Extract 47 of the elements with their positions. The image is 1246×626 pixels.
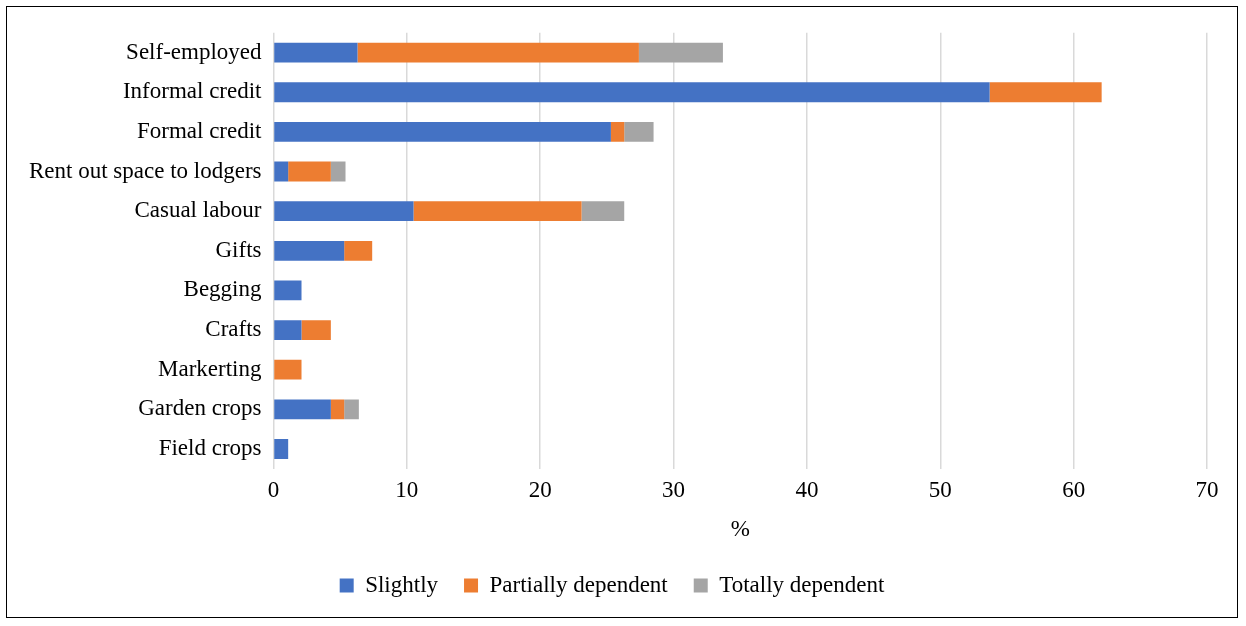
bar [330,399,345,420]
x-tick-label: 60 [1062,476,1086,502]
y-tick-label: Rent out space to lodgers [28,157,262,183]
bar [581,201,625,222]
y-tick-label: Crafts [205,316,262,342]
y-tick-label: Garden crops [138,395,262,421]
y-tick-label: Formal credit [136,117,263,143]
bar [344,240,373,261]
y-tick-label: Markerting [158,355,262,381]
bar [638,42,723,63]
bar [274,280,302,301]
x-tick-label: 20 [528,476,552,502]
x-tick-label: 0 [267,476,280,502]
x-tick-label: 50 [928,476,952,502]
x-axis-title: % [730,516,750,542]
y-tick-label: Gifts [215,236,262,262]
bar [413,201,582,222]
y-tick-label: Self-employed [126,38,262,64]
bar [274,399,331,420]
x-tick-label: 70 [1195,476,1219,502]
bar [330,161,346,182]
bar [357,42,639,63]
bar [274,42,358,63]
x-tick-label: 10 [395,476,419,502]
bar [344,399,359,420]
x-tick-label: 30 [662,476,686,502]
bar [274,161,289,182]
bar [274,439,289,459]
legend-label: Totally dependent [719,571,885,597]
bar [624,121,654,142]
bar [274,121,611,142]
bar [301,320,331,340]
bar [288,161,331,182]
bar [274,359,302,380]
bar [274,201,414,222]
bar [989,82,1102,103]
bar [610,121,625,142]
legend-label: Slightly [365,571,439,597]
legend-label: Partially dependent [489,571,669,597]
bar [274,240,345,261]
y-tick-label: Begging [183,276,262,302]
y-tick-label: Informal credit [122,78,263,104]
x-tick-label: 40 [795,476,819,502]
y-tick-label: Field crops [158,435,262,461]
bar [274,82,990,103]
bar [274,320,302,340]
y-tick-label: Casual labour [134,197,262,223]
